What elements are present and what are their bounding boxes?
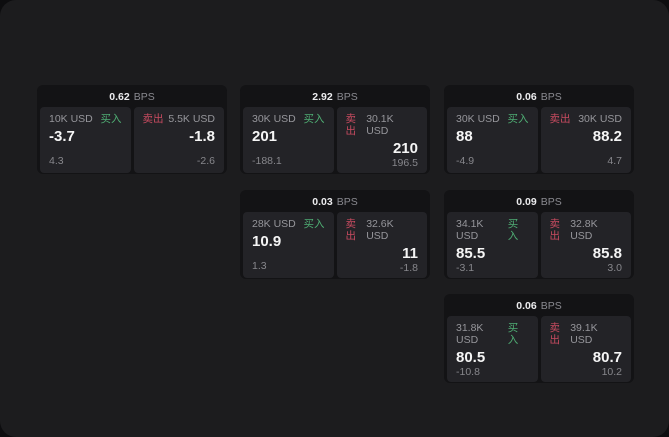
sell-quote-panel[interactable]: 卖出 32.8K USD 85.8 3.0 — [540, 212, 631, 278]
buy-price: 201 — [252, 128, 278, 145]
bps-header: 0.06 BPS — [447, 298, 631, 314]
sell-price: -1.8 — [189, 128, 215, 145]
buy-size: 31.8K USD — [456, 322, 484, 346]
sell-delta: 3.0 — [607, 262, 622, 274]
buy-price: 88 — [456, 128, 473, 145]
bps-unit: BPS — [540, 196, 562, 208]
sell-price: 85.8 — [592, 245, 622, 262]
sell-size: 32.6K USD — [366, 218, 394, 242]
bps-header: 0.62 BPS — [40, 89, 224, 105]
buy-delta: -10.8 — [456, 366, 480, 378]
buy-side-label: 买入 — [507, 218, 519, 242]
bps-value: 0.09 — [516, 196, 537, 208]
sell-delta: 4.7 — [607, 155, 622, 167]
buy-quote-panel[interactable]: 30K USD 买入 201 -188.1 — [243, 107, 334, 173]
buy-size: 10K USD — [49, 113, 93, 125]
bps-unit: BPS — [540, 91, 562, 103]
buy-quote-panel[interactable]: 34.1K USD 买入 85.5 -3.1 — [447, 212, 538, 278]
quote-card-4: 0.03 BPS 28K USD 买入 10.9 1.3 卖出 32.6K US… — [240, 190, 430, 279]
sell-delta: -1.8 — [399, 262, 418, 274]
bps-value: 0.03 — [312, 196, 333, 208]
buy-price: -3.7 — [49, 128, 75, 145]
buy-side-label: 买入 — [100, 113, 122, 125]
buy-quote-panel[interactable]: 30K USD 买入 88 -4.9 — [447, 107, 538, 173]
bps-value: 0.62 — [109, 91, 130, 103]
bps-value: 0.06 — [516, 300, 537, 312]
bps-unit: BPS — [336, 91, 358, 103]
sell-quote-panel[interactable]: 卖出 5.5K USD -1.8 -2.6 — [133, 107, 224, 173]
sell-size: 5.5K USD — [168, 113, 215, 125]
bps-unit: BPS — [540, 300, 562, 312]
sell-quote-panel[interactable]: 卖出 32.6K USD 11 -1.8 — [336, 212, 427, 278]
sell-price: 210 — [392, 140, 418, 157]
quote-card-3: 0.06 BPS 30K USD 买入 88 -4.9 卖出 30K USD 8… — [444, 85, 634, 174]
buy-side-label: 买入 — [303, 113, 325, 125]
sell-size: 30K USD — [578, 113, 622, 125]
sell-delta: 196.5 — [391, 157, 418, 169]
bps-unit: BPS — [336, 196, 358, 208]
quote-card-2: 2.92 BPS 30K USD 买入 201 -188.1 卖出 30.1K … — [240, 85, 430, 174]
sell-side-label: 卖出 — [345, 113, 357, 137]
bps-value: 2.92 — [312, 91, 333, 103]
buy-size: 34.1K USD — [456, 218, 484, 242]
sell-price: 88.2 — [592, 128, 622, 145]
bps-value: 0.06 — [516, 91, 537, 103]
buy-delta: -4.9 — [456, 155, 475, 167]
buy-size: 30K USD — [252, 113, 296, 125]
buy-quote-panel[interactable]: 31.8K USD 买入 80.5 -10.8 — [447, 316, 538, 382]
buy-delta: -3.1 — [456, 262, 475, 274]
sell-price: 80.7 — [592, 349, 622, 366]
buy-quote-panel[interactable]: 10K USD 买入 -3.7 4.3 — [40, 107, 131, 173]
buy-side-label: 买入 — [507, 113, 529, 125]
buy-delta: 1.3 — [252, 260, 267, 272]
buy-delta: 4.3 — [49, 155, 64, 167]
bps-header: 2.92 BPS — [243, 89, 427, 105]
sell-side-label: 卖出 — [142, 113, 164, 125]
buy-side-label: 买入 — [507, 322, 519, 346]
buy-price: 80.5 — [456, 349, 486, 366]
sell-delta: -2.6 — [196, 155, 215, 167]
buy-size: 28K USD — [252, 218, 296, 230]
bps-header: 0.09 BPS — [447, 194, 631, 210]
sell-size: 30.1K USD — [366, 113, 394, 137]
sell-quote-panel[interactable]: 卖出 30.1K USD 210 196.5 — [336, 107, 427, 173]
sell-size: 32.8K USD — [570, 218, 598, 242]
sell-side-label: 卖出 — [549, 218, 561, 242]
sell-delta: 10.2 — [601, 366, 622, 378]
bps-header: 0.03 BPS — [243, 194, 427, 210]
buy-price: 85.5 — [456, 245, 486, 262]
bps-header: 0.06 BPS — [447, 89, 631, 105]
sell-side-label: 卖出 — [549, 322, 561, 346]
sell-side-label: 卖出 — [549, 113, 571, 125]
buy-side-label: 买入 — [303, 218, 325, 230]
buy-delta: -188.1 — [252, 155, 282, 167]
sell-side-label: 卖出 — [345, 218, 357, 242]
sell-quote-panel[interactable]: 卖出 30K USD 88.2 4.7 — [540, 107, 631, 173]
sell-price: 11 — [402, 245, 418, 262]
quote-card-1: 0.62 BPS 10K USD 买入 -3.7 4.3 卖出 5.5K USD… — [37, 85, 227, 174]
sell-quote-panel[interactable]: 卖出 39.1K USD 80.7 10.2 — [540, 316, 631, 382]
sell-size: 39.1K USD — [570, 322, 598, 346]
buy-size: 30K USD — [456, 113, 500, 125]
quote-card-6: 0.06 BPS 31.8K USD 买入 80.5 -10.8 卖出 39.1… — [444, 294, 634, 383]
bps-unit: BPS — [133, 91, 155, 103]
buy-quote-panel[interactable]: 28K USD 买入 10.9 1.3 — [243, 212, 334, 278]
quote-card-5: 0.09 BPS 34.1K USD 买入 85.5 -3.1 卖出 32.8K… — [444, 190, 634, 279]
buy-price: 10.9 — [252, 233, 282, 250]
